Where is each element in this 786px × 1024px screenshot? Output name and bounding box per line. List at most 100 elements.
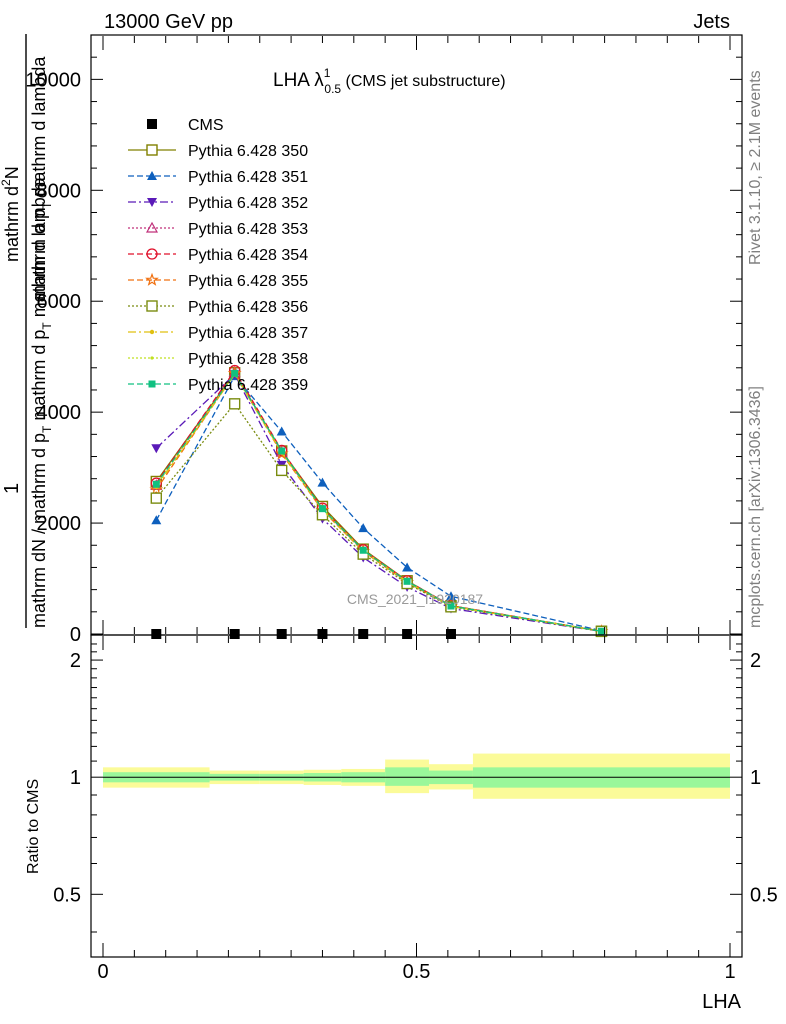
legend-entry: Pythia 6.428 354 bbox=[128, 247, 308, 264]
series-point bbox=[151, 515, 162, 525]
ylabel-frac-num: 1 bbox=[1, 483, 23, 494]
series-point bbox=[597, 627, 605, 635]
mcplots-label: mcplots.cern.ch [arXiv:1306.3436] bbox=[747, 386, 764, 628]
x-axis-label: LHA bbox=[702, 991, 742, 1013]
series-10 bbox=[152, 369, 605, 635]
series-point bbox=[318, 505, 326, 513]
ratio-y-label: Ratio to CMS bbox=[25, 779, 42, 874]
series-line bbox=[155, 372, 602, 632]
series-point bbox=[276, 426, 287, 436]
y-tick-label: 0 bbox=[70, 624, 81, 646]
x-tick-label: 0.5 bbox=[403, 961, 431, 983]
series-point bbox=[447, 602, 455, 610]
cms-point bbox=[358, 629, 369, 639]
legend-label: Pythia 6.428 358 bbox=[188, 351, 308, 368]
series-point bbox=[275, 464, 288, 477]
cms-point bbox=[151, 629, 162, 639]
series-point bbox=[149, 482, 164, 496]
legend-label: Pythia 6.428 354 bbox=[188, 247, 308, 264]
main-y-axis: 0 2000 4000 6000 8000 10000 bbox=[25, 34, 742, 646]
legend-label: Pythia 6.428 357 bbox=[188, 325, 308, 342]
y-tick-label: 8000 bbox=[37, 180, 82, 202]
series-point bbox=[231, 369, 239, 377]
legend-marker bbox=[146, 300, 158, 312]
ratio-y-tick-label-right: 1 bbox=[750, 767, 761, 789]
cms-point bbox=[445, 629, 456, 639]
main-plot-area bbox=[149, 364, 609, 639]
series-point bbox=[403, 577, 411, 585]
series-point bbox=[445, 591, 456, 601]
analysis-watermark: CMS_2021_I1920187 bbox=[347, 591, 483, 607]
cms-point bbox=[229, 629, 240, 639]
legend-entry: Pythia 6.428 355 bbox=[128, 272, 308, 290]
legend-entry: Pythia 6.428 358 bbox=[128, 351, 308, 368]
legend-label: Pythia 6.428 351 bbox=[188, 169, 308, 186]
legend: CMS Pythia 6.428 350 Pythia 6.428 351 Pythi… bbox=[128, 117, 308, 394]
legend-marker bbox=[149, 329, 155, 335]
legend-marker bbox=[147, 119, 157, 129]
legend-entry: Pythia 6.428 350 bbox=[128, 143, 308, 160]
legend-marker bbox=[145, 221, 159, 233]
y-tick-label: 10000 bbox=[25, 69, 81, 91]
ratio-y-tick-label: 0.5 bbox=[53, 884, 81, 906]
legend-entry: Pythia 6.428 352 bbox=[128, 195, 308, 212]
legend-entry: Pythia 6.428 359 bbox=[128, 377, 308, 394]
series-point bbox=[278, 447, 286, 455]
y-tick-label: 2000 bbox=[37, 513, 82, 535]
ylabel-bottom: mathrm dN / mathrm d pT mathrm d pT math… bbox=[29, 176, 54, 628]
legend-label: Pythia 6.428 352 bbox=[188, 195, 308, 212]
main-y-label: 1 mathrm d2N mathrm d pT mathrm d lambda… bbox=[0, 34, 54, 628]
main-panel: 0 2000 4000 6000 8000 10000 bbox=[25, 34, 743, 646]
ratio-y-tick-label: 1 bbox=[70, 767, 81, 789]
legend-label: CMS bbox=[188, 117, 224, 134]
ylabel-top-line2: mathrm d pT mathrm d lambda bbox=[29, 56, 54, 300]
legend-marker bbox=[146, 144, 158, 156]
title-sub: 0.5 bbox=[324, 82, 341, 96]
ratio-y-tick-label-right: 2 bbox=[750, 650, 761, 672]
y-tick-label: 4000 bbox=[37, 402, 82, 424]
header-jets: Jets bbox=[693, 11, 730, 33]
ratio-plot-area bbox=[103, 753, 730, 799]
series-line bbox=[155, 373, 602, 633]
rivet-label: Rivet 3.1.10, ≥ 2.1M events bbox=[747, 70, 764, 265]
series-point bbox=[150, 492, 162, 504]
legend-marker bbox=[147, 171, 157, 180]
legend-marker bbox=[147, 198, 157, 207]
series-line bbox=[155, 402, 602, 633]
legend-label: Pythia 6.428 353 bbox=[188, 221, 308, 238]
legend-entry: Pythia 6.428 353 bbox=[128, 221, 308, 238]
title-sup: 1 bbox=[324, 66, 331, 80]
series-point bbox=[228, 398, 241, 410]
legend-entry-cms: CMS bbox=[147, 117, 224, 134]
legend-label: Pythia 6.428 350 bbox=[188, 143, 308, 160]
series-point bbox=[152, 480, 160, 488]
series-point bbox=[358, 523, 369, 533]
title-main: LHA λ bbox=[273, 70, 324, 91]
ratio-panel: 0 0.5 1 0.5 0.5 1 1 2 2 bbox=[53, 634, 778, 983]
legend-marker bbox=[146, 248, 158, 260]
ratio-axes: 0 0.5 1 0.5 0.5 1 1 2 2 bbox=[53, 636, 778, 983]
legend-label: Pythia 6.428 359 bbox=[188, 377, 308, 394]
series-point bbox=[402, 562, 413, 572]
series-point bbox=[317, 477, 328, 487]
legend-marker bbox=[148, 380, 156, 388]
x-tick-label: 1 bbox=[724, 961, 735, 983]
legend-entry: Pythia 6.428 351 bbox=[128, 169, 308, 186]
title-tail: (CMS jet substructure) bbox=[341, 73, 505, 90]
header-process: 13000 GeV pp bbox=[104, 11, 233, 33]
legend-entry: Pythia 6.428 356 bbox=[128, 299, 308, 316]
ratio-y-tick-label-right: 0.5 bbox=[750, 884, 778, 906]
ratio-band-inner bbox=[385, 767, 430, 786]
legend-entry: Pythia 6.428 357 bbox=[128, 325, 308, 342]
chart-title: LHA λ1 0.5 (CMS jet substructure) bbox=[273, 66, 506, 96]
series-point bbox=[151, 444, 162, 454]
ratio-y-tick-label: 2 bbox=[70, 650, 81, 672]
y-tick-label: 6000 bbox=[37, 291, 82, 313]
legend-label: Pythia 6.428 356 bbox=[188, 299, 308, 316]
x-tick-label: 0 bbox=[97, 961, 108, 983]
legend-label: Pythia 6.428 355 bbox=[188, 273, 308, 290]
cms-point bbox=[276, 629, 287, 639]
series-point bbox=[274, 446, 289, 460]
ylabel-top-line1: mathrm d2N bbox=[0, 166, 22, 262]
